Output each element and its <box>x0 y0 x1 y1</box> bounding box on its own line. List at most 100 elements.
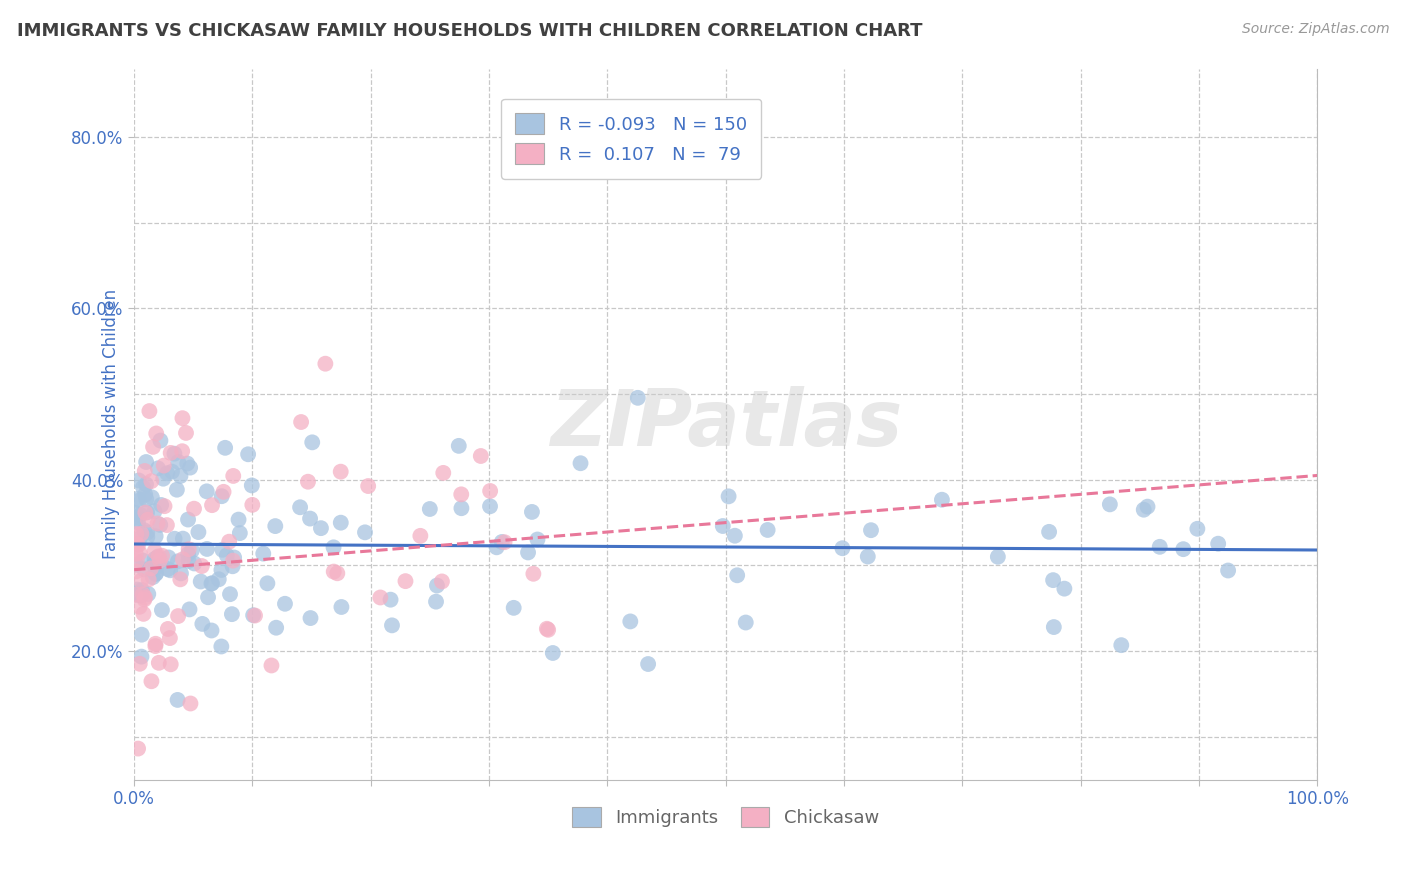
Point <box>243 608 266 623</box>
Point <box>1132 502 1154 516</box>
Point <box>134 487 156 501</box>
Y-axis label: Family Households with Children: Family Households with Children <box>103 289 121 559</box>
Point <box>432 466 454 480</box>
Point <box>166 483 188 497</box>
Point <box>145 426 167 441</box>
Point <box>131 526 153 541</box>
Point <box>724 529 747 543</box>
Point <box>142 570 165 584</box>
Point <box>125 582 148 597</box>
Point <box>125 537 148 551</box>
Point <box>301 435 323 450</box>
Point <box>222 554 245 568</box>
Point <box>221 559 243 574</box>
Point <box>240 498 263 512</box>
Point <box>134 591 156 605</box>
Point <box>179 460 201 475</box>
Point <box>131 649 153 664</box>
Point <box>159 563 181 577</box>
Point <box>224 550 246 565</box>
Point <box>148 656 170 670</box>
Point <box>197 591 219 605</box>
Point <box>146 551 169 566</box>
Point <box>242 608 264 623</box>
Point <box>156 518 179 533</box>
Point <box>208 572 231 586</box>
Point <box>135 492 157 507</box>
Point <box>201 498 224 512</box>
Point <box>183 501 205 516</box>
Point <box>134 464 156 478</box>
Point <box>322 565 344 579</box>
Point <box>212 484 235 499</box>
Point <box>330 599 353 614</box>
Point <box>134 592 156 607</box>
Point <box>132 554 155 568</box>
Point <box>142 440 165 454</box>
Point <box>517 545 540 559</box>
Point <box>264 519 287 533</box>
Point <box>139 561 162 575</box>
Point <box>380 592 402 607</box>
Point <box>172 552 194 566</box>
Point <box>1043 620 1066 634</box>
Point <box>177 542 200 557</box>
Point <box>717 489 740 503</box>
Point <box>179 602 201 616</box>
Point <box>485 541 508 555</box>
Point <box>129 588 152 602</box>
Point <box>145 560 167 574</box>
Point <box>211 542 233 557</box>
Point <box>135 455 157 469</box>
Point <box>136 587 159 601</box>
Point <box>222 469 245 483</box>
Point <box>152 458 174 473</box>
Point <box>326 566 349 581</box>
Point <box>177 512 200 526</box>
Point <box>236 447 259 461</box>
Point <box>127 586 149 600</box>
Point <box>179 697 201 711</box>
Point <box>479 483 502 498</box>
Point <box>172 444 194 458</box>
Point <box>859 523 882 537</box>
Text: ZIPatlas: ZIPatlas <box>550 386 901 462</box>
Point <box>156 622 179 636</box>
Point <box>619 615 641 629</box>
Point <box>491 535 513 549</box>
Point <box>160 465 183 479</box>
Point <box>125 588 148 602</box>
Point <box>209 563 232 577</box>
Point <box>169 469 191 483</box>
Point <box>141 474 163 488</box>
Point <box>228 513 250 527</box>
Point <box>526 533 548 547</box>
Point <box>163 447 186 461</box>
Point <box>297 475 319 489</box>
Point <box>177 554 200 568</box>
Point <box>357 479 380 493</box>
Point <box>163 532 186 546</box>
Point <box>191 559 214 574</box>
Point <box>129 508 152 522</box>
Point <box>240 478 263 492</box>
Point <box>128 657 150 671</box>
Point <box>149 553 172 567</box>
Point <box>125 558 148 572</box>
Point <box>419 502 441 516</box>
Point <box>131 628 153 642</box>
Point <box>309 521 332 535</box>
Point <box>711 519 734 533</box>
Point <box>1149 540 1171 554</box>
Point <box>370 591 392 605</box>
Point <box>135 477 157 491</box>
Point <box>288 500 311 515</box>
Point <box>218 534 240 549</box>
Point <box>149 434 172 448</box>
Point <box>141 491 163 505</box>
Point <box>290 415 312 429</box>
Point <box>124 588 146 602</box>
Point <box>1206 537 1229 551</box>
Point <box>172 411 194 425</box>
Point <box>150 603 173 617</box>
